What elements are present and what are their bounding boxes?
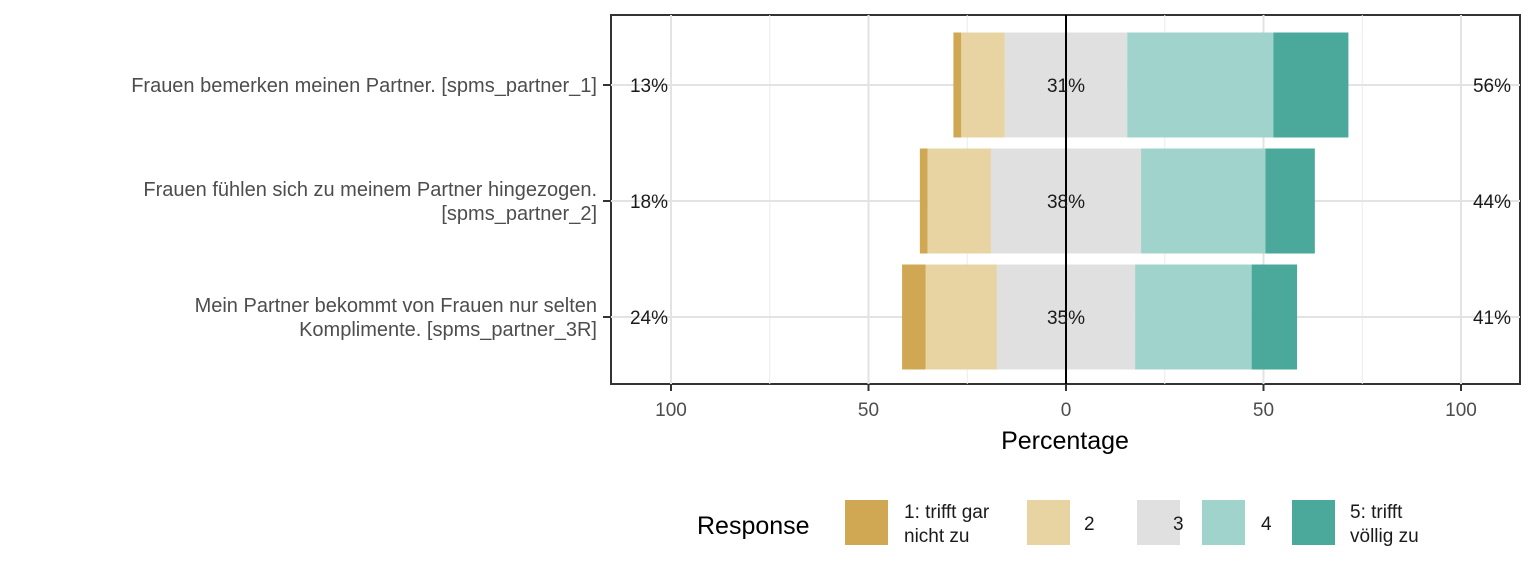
item-label: Frauen fühlen sich zu meinem Partner hin… bbox=[143, 179, 597, 201]
legend-label: 3 bbox=[1173, 514, 1184, 535]
item-label: Frauen bemerken meinen Partner. [spms_pa… bbox=[131, 75, 597, 97]
legend-key-5 bbox=[1292, 500, 1335, 545]
neutral-percentage-label: 35% bbox=[1047, 308, 1085, 329]
legend-label: 2 bbox=[1084, 514, 1095, 535]
bar-segment-r2-c4 bbox=[1141, 148, 1266, 254]
legend-key-2 bbox=[1027, 500, 1070, 545]
x-tick-label: 100 bbox=[1445, 400, 1477, 421]
x-axis-title: Percentage bbox=[1001, 427, 1129, 455]
percentage-labels: 13% 31% 56% 18% 38% 44% 24% 35% 41% bbox=[630, 76, 1511, 329]
legend-title: Response bbox=[697, 512, 810, 540]
legend-key-4 bbox=[1202, 500, 1245, 545]
bar-segment-r3-c1 bbox=[902, 264, 926, 370]
bar-segment-r2-c2 bbox=[927, 148, 991, 254]
legend-label: 4 bbox=[1261, 514, 1272, 535]
bar-segment-r2-c5 bbox=[1265, 148, 1315, 254]
bar-segment-r3-c5 bbox=[1251, 264, 1298, 370]
high-percentage-label: 56% bbox=[1473, 76, 1511, 97]
legend-label: 5: trifft bbox=[1350, 502, 1403, 523]
bar-segment-r3-c2 bbox=[925, 264, 997, 370]
neutral-percentage-label: 31% bbox=[1047, 76, 1085, 97]
bar-segment-r2-c1 bbox=[919, 148, 928, 254]
low-percentage-label: 24% bbox=[630, 308, 668, 329]
legend: Response 1: trifft gar nicht zu 2 3 4 5: triff… bbox=[697, 500, 1419, 547]
bar-segment-r1-c5 bbox=[1273, 32, 1349, 138]
bar-segment-r3-c4 bbox=[1135, 264, 1252, 370]
low-percentage-label: 18% bbox=[630, 192, 668, 213]
x-tick-label: 0 bbox=[1061, 400, 1072, 421]
bar-segments bbox=[902, 32, 1349, 370]
x-tick-label: 50 bbox=[858, 400, 879, 421]
x-tick-label: 50 bbox=[1253, 400, 1274, 421]
legend-label: 1: trifft gar bbox=[904, 502, 990, 523]
high-percentage-label: 44% bbox=[1473, 192, 1511, 213]
item-label: Mein Partner bekommt von Frauen nur selt… bbox=[195, 295, 597, 317]
bar-segment-r1-c2 bbox=[961, 32, 1005, 138]
bar-segment-r1-c4 bbox=[1127, 32, 1274, 138]
item-label: Komplimente. [spms_partner_3R] bbox=[299, 319, 597, 341]
legend-key-1 bbox=[845, 500, 888, 545]
item-labels: Frauen bemerken meinen Partner. [spms_pa… bbox=[131, 75, 611, 341]
low-percentage-label: 13% bbox=[630, 76, 668, 97]
high-percentage-label: 41% bbox=[1473, 308, 1511, 329]
item-label: [spms_partner_2] bbox=[441, 203, 597, 225]
bar-segment-r1-c1 bbox=[953, 32, 962, 138]
legend-label: völlig zu bbox=[1350, 526, 1419, 547]
x-tick-label: 100 bbox=[655, 400, 687, 421]
x-axis-ticks: 100 50 0 50 100 bbox=[655, 384, 1477, 421]
legend-label: nicht zu bbox=[904, 526, 969, 547]
neutral-percentage-label: 38% bbox=[1047, 192, 1085, 213]
legend-key-3 bbox=[1137, 500, 1180, 545]
